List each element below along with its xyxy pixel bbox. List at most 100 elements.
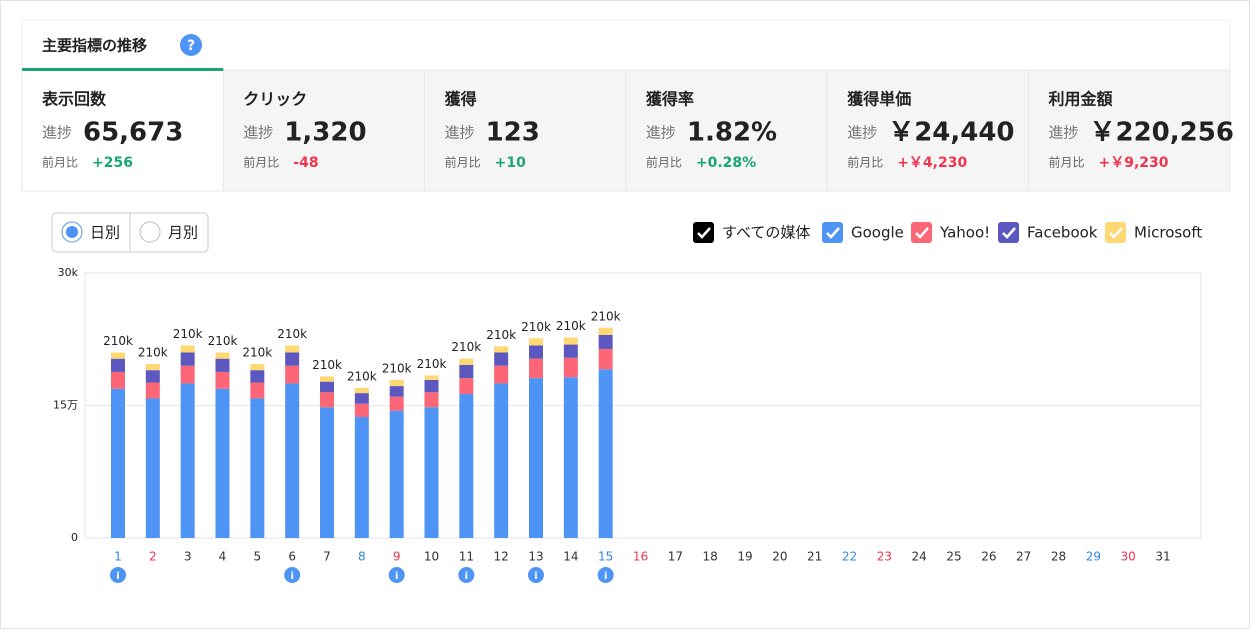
legend-checkbox[interactable] xyxy=(1105,222,1126,243)
x-tick-label: 24 xyxy=(912,550,927,564)
kpi-prefix: 進捗 xyxy=(1049,124,1079,142)
kpi-change: +10 xyxy=(495,155,526,171)
x-tick-label: 29 xyxy=(1086,550,1101,564)
bar-segment xyxy=(598,369,613,538)
title: 主要指標の推移 xyxy=(42,37,147,55)
x-tick-label: 28 xyxy=(1051,550,1066,564)
info-icon[interactable] xyxy=(597,567,614,583)
kpi-tab[interactable] xyxy=(21,69,224,192)
bar-segment xyxy=(459,358,474,365)
kpi-compare-label: 前月比 xyxy=(445,155,481,170)
legend-checkbox[interactable] xyxy=(822,222,843,243)
x-tick-label: 6 xyxy=(288,550,296,564)
x-tick-label: 13 xyxy=(528,550,543,564)
legend-label: すべての媒体 xyxy=(722,224,810,242)
help-icon-glyph: ? xyxy=(187,38,195,54)
bar-segment xyxy=(250,370,265,383)
bar-segment xyxy=(389,410,404,538)
kpi-value: ￥220,256 xyxy=(1090,118,1234,148)
bar-segment xyxy=(563,337,578,345)
help-icon[interactable] xyxy=(180,34,202,56)
bar-label: 210k xyxy=(591,309,621,323)
kpi-tab[interactable] xyxy=(1028,69,1231,192)
legend-checkbox[interactable] xyxy=(998,222,1019,243)
bar-segment xyxy=(563,344,578,358)
info-icon[interactable] xyxy=(528,567,544,583)
info-icon[interactable] xyxy=(458,567,475,583)
kpi-compare-label: 前月比 xyxy=(646,155,682,170)
legend-label: Google xyxy=(851,224,904,242)
info-glyph: i xyxy=(290,571,293,582)
y-tick-label: 15万 xyxy=(53,399,78,412)
bar-segment xyxy=(494,383,509,538)
x-tick-label: 2 xyxy=(149,550,157,564)
bar-segment xyxy=(111,371,125,389)
bar-segment xyxy=(354,387,369,394)
kpi-label: 獲得率 xyxy=(646,90,694,109)
x-tick-label: 12 xyxy=(494,550,509,564)
bar-segment xyxy=(145,382,160,399)
kpi-value: 1,320 xyxy=(284,118,366,148)
x-tick-label: 18 xyxy=(703,550,718,564)
bar-segment xyxy=(180,365,195,384)
bar-segment xyxy=(389,396,404,411)
bar-segment xyxy=(180,383,195,538)
bar-segment xyxy=(285,383,300,538)
bar-label: 210k xyxy=(208,334,238,348)
bar-label: 210k xyxy=(242,345,272,359)
legend-check xyxy=(1109,227,1123,239)
bar-segment xyxy=(354,393,369,404)
kpi-tab[interactable] xyxy=(826,69,1030,192)
kpi-label: 表示回数 xyxy=(41,90,107,109)
bar-segment xyxy=(529,345,543,359)
x-tick-label: 21 xyxy=(807,550,822,564)
kpi-change: +￥4,230 xyxy=(897,155,967,171)
bar-segment xyxy=(354,403,369,417)
kpi-prefix: 進捗 xyxy=(42,124,72,142)
info-icon[interactable] xyxy=(388,567,405,583)
bar-segment xyxy=(424,375,439,380)
info-glyph: i xyxy=(116,571,119,582)
bar-label: 210k xyxy=(486,328,516,342)
bar-label: 210k xyxy=(347,369,377,383)
bar-segment xyxy=(459,378,474,395)
bar-segment xyxy=(145,398,160,538)
kpi-tab[interactable] xyxy=(424,69,627,192)
bar-segment xyxy=(563,377,578,538)
kpi-tab[interactable] xyxy=(222,69,426,192)
bar-segment xyxy=(285,345,300,353)
kpi-prefix: 進捗 xyxy=(847,124,877,142)
radio[interactable] xyxy=(139,221,161,243)
x-tick-label: 15 xyxy=(598,550,613,564)
bar-segment xyxy=(145,370,160,383)
x-tick-label: 16 xyxy=(633,550,648,564)
bar-segment xyxy=(285,352,300,366)
bar-segment xyxy=(494,365,509,384)
bar-label: 210k xyxy=(312,358,342,372)
bar-segment xyxy=(285,365,300,384)
x-tick-label: 3 xyxy=(184,550,192,564)
bar-segment xyxy=(250,398,265,538)
legend-checkbox[interactable] xyxy=(693,222,714,243)
info-glyph: i xyxy=(395,571,398,582)
y-tick-label: 30k xyxy=(58,266,79,279)
bar-segment xyxy=(320,392,334,408)
legend-checkbox[interactable] xyxy=(911,222,932,243)
bar-segment xyxy=(494,352,509,366)
bar-label: 210k xyxy=(138,345,168,359)
bar-label: 210k xyxy=(417,357,447,371)
bar-segment xyxy=(145,363,160,371)
x-tick-label: 20 xyxy=(772,550,787,564)
kpi-label: 獲得単価 xyxy=(847,90,911,109)
info-icon[interactable] xyxy=(110,567,126,583)
kpi-value: ￥24,440 xyxy=(888,118,1014,148)
legend-label: Microsoft xyxy=(1134,224,1202,242)
info-icon[interactable] xyxy=(284,567,301,583)
kpi-tab[interactable] xyxy=(625,69,828,192)
bar-segment xyxy=(215,371,230,389)
kpi-compare-label: 前月比 xyxy=(243,155,279,170)
bar-segment xyxy=(389,386,404,397)
bar-segment xyxy=(424,407,439,538)
kpi-compare-label: 前月比 xyxy=(847,155,883,170)
